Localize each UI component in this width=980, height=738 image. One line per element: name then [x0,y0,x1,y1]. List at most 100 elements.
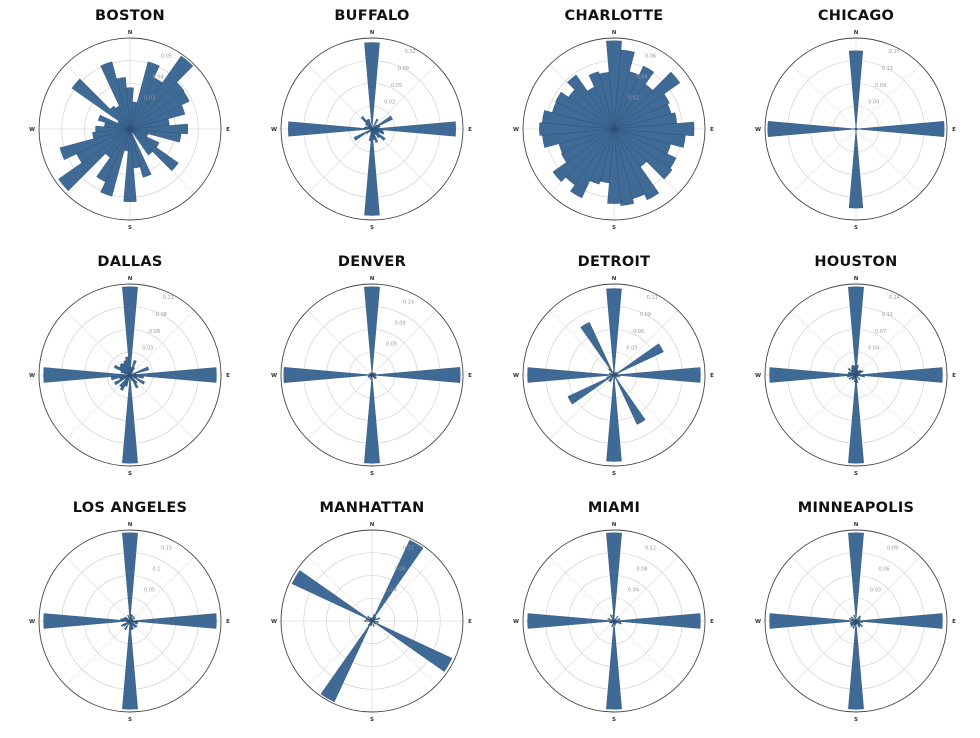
radial-tick-label: 0.07 [875,329,886,335]
direction-label-s: S [612,717,616,723]
radial-tick-label: 0.11 [163,295,174,301]
radial-tick-label: 0.02 [384,100,395,106]
direction-label-n: N [128,276,133,282]
grid-spoke [792,557,856,621]
direction-label-e: E [710,127,714,133]
grid-spoke [550,311,614,375]
radial-tick-label: 0.04 [152,74,163,80]
radial-tick-label: 0.03 [142,346,153,352]
polar-bar-270 [770,613,856,628]
direction-label-w: W [513,127,519,133]
polar-bar-0 [848,287,863,375]
direction-label-w: W [755,373,761,379]
radial-tick-label: 0.14 [403,299,414,305]
polar-bar-270 [284,367,372,382]
direction-label-e: E [952,619,956,625]
direction-label-s: S [370,471,374,477]
direction-label-s: S [612,471,616,477]
direction-label-w: W [271,127,277,133]
radial-tick-label: 0.14 [889,295,900,301]
radial-tick-label: 0.09 [875,83,886,89]
direction-label-e: E [226,127,230,133]
polar-bar-0 [848,533,863,621]
radial-tick-label: 0.05 [391,83,402,89]
direction-label-s: S [370,717,374,723]
polar-bar-150 [614,375,645,424]
grid-spoke [792,311,856,375]
radial-tick-label: 0.09 [887,545,898,551]
grid-spoke [792,621,856,685]
polar-bar-90 [614,367,700,382]
grid-spoke [66,557,130,621]
grid-spoke [308,375,372,439]
polar-bar-270 [288,122,372,137]
direction-label-e: E [952,127,956,133]
polar-bar-210 [321,621,372,702]
direction-label-s: S [128,717,132,723]
direction-label-s: S [854,717,858,723]
radial-tick-label: 0.04 [636,74,647,80]
grid-spoke [550,375,614,439]
radial-tick-label: 0.06 [149,329,160,335]
grid-spoke [130,375,194,439]
polar-bar-180 [364,375,379,463]
direction-label-w: W [271,619,277,625]
grid-spoke [550,621,614,685]
grid-spoke [308,311,372,375]
radial-tick-label: 0.08 [156,312,167,318]
radial-tick-label: 0.06 [645,53,656,59]
polar-bar-90 [372,122,456,137]
polar-bar-180 [606,621,621,709]
direction-label-e: E [468,373,472,379]
polar-bar-0 [606,533,621,621]
grid-spoke [792,129,856,193]
grid-spoke [856,311,920,375]
radial-tick-label: 0.03 [626,346,637,352]
direction-label-n: N [612,276,617,282]
direction-label-e: E [226,373,230,379]
polar-bar-270 [528,367,614,382]
polar-bar-270 [768,121,856,136]
grid-spoke [550,557,614,621]
radial-tick-label: 0.03 [870,587,881,593]
polar-bar-90 [856,121,944,136]
grid-spoke [372,375,436,439]
radial-tick-label: 0.12 [403,545,414,551]
polar-bar-240 [568,375,614,404]
grid-spoke [130,557,194,621]
grid-spoke [856,621,920,685]
radial-tick-label: 0.05 [386,341,397,347]
radial-tick-label: 0.02 [628,95,639,101]
direction-label-e: E [468,619,472,625]
polar-bar-90 [614,613,700,628]
direction-label-w: W [513,619,519,625]
polar-bar-90 [856,367,942,382]
polar-bar-270 [770,367,856,382]
polar-bar-180 [848,621,863,709]
direction-label-n: N [612,30,617,36]
polar-bar-180 [122,621,137,709]
radial-tick-label: 0.09 [398,66,409,72]
radial-tick-label: 0.05 [161,53,172,59]
direction-label-n: N [854,276,859,282]
polar-bar-270 [528,613,614,628]
radial-tick-label: 0.12 [645,545,656,551]
polar-bar-180 [849,129,863,208]
polar-bar-330 [581,322,614,375]
polar-bar-180 [122,375,137,463]
direction-label-e: E [710,373,714,379]
radial-tick-label: 0.09 [394,320,405,326]
